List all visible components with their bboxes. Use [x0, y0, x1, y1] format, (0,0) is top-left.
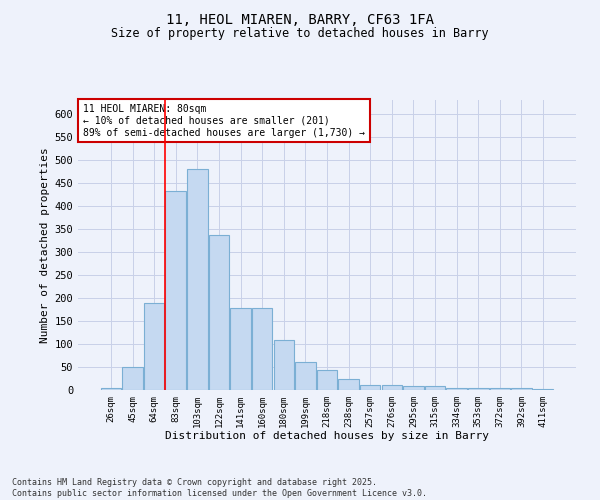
Y-axis label: Number of detached properties: Number of detached properties [40, 147, 50, 343]
Bar [317, 370, 337, 390]
Bar [166, 191, 186, 390]
Bar [533, 388, 553, 390]
Bar [338, 380, 359, 390]
Bar [101, 388, 121, 390]
Bar [446, 388, 467, 390]
Bar [252, 308, 272, 390]
Bar [295, 362, 316, 390]
Bar [425, 386, 445, 390]
X-axis label: Distribution of detached houses by size in Barry: Distribution of detached houses by size … [165, 432, 489, 442]
Bar [274, 340, 294, 390]
Text: Contains HM Land Registry data © Crown copyright and database right 2025.
Contai: Contains HM Land Registry data © Crown c… [12, 478, 427, 498]
Bar [230, 308, 251, 390]
Bar [360, 385, 380, 390]
Bar [403, 386, 424, 390]
Bar [468, 388, 488, 390]
Text: 11 HEOL MIAREN: 80sqm
← 10% of detached houses are smaller (201)
89% of semi-det: 11 HEOL MIAREN: 80sqm ← 10% of detached … [83, 104, 365, 138]
Bar [511, 388, 532, 390]
Bar [209, 235, 229, 390]
Text: Size of property relative to detached houses in Barry: Size of property relative to detached ho… [111, 28, 489, 40]
Bar [122, 367, 143, 390]
Bar [144, 302, 164, 390]
Text: 11, HEOL MIAREN, BARRY, CF63 1FA: 11, HEOL MIAREN, BARRY, CF63 1FA [166, 12, 434, 26]
Bar [382, 385, 402, 390]
Bar [187, 169, 208, 390]
Bar [490, 388, 510, 390]
